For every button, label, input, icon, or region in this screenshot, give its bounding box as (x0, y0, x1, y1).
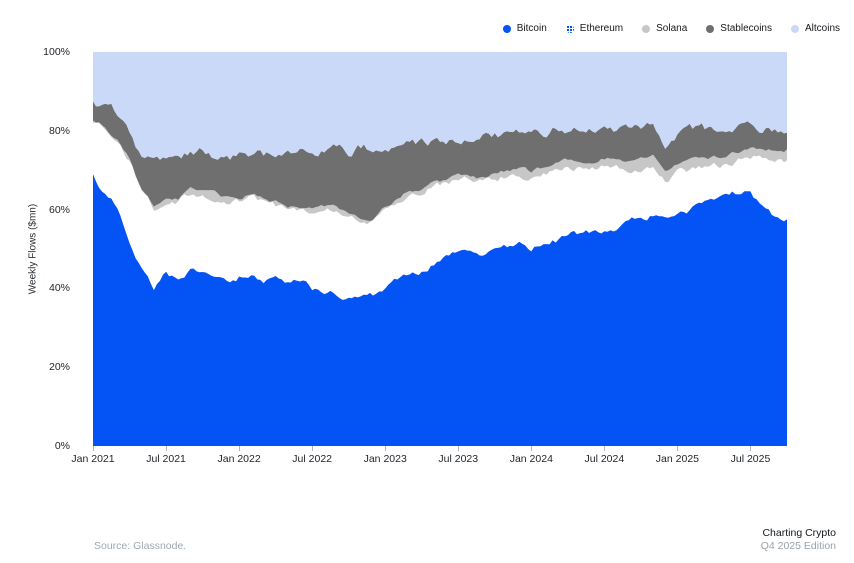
x-tick-label-jan-2025: Jan 2025 (655, 453, 700, 465)
altcoins-swatch-icon (790, 24, 799, 33)
ethereum-swatch-icon (565, 24, 574, 33)
y-tick-label-60: 60% (48, 203, 70, 216)
x-tick-label-jul-2025: Jul 2025 (730, 453, 771, 465)
x-tick-mark (677, 446, 679, 451)
legend-item-ethereum[interactable]: Ethereum (565, 23, 624, 34)
legend-label-ethereum: Ethereum (579, 23, 624, 34)
area-stablecoins (93, 101, 787, 222)
y-tick-label-20: 20% (48, 361, 70, 374)
area-altcoins (93, 52, 787, 160)
brand-edition: Q4 2025 Edition (760, 540, 836, 552)
legend: Bitcoin Ethereum Solana Stablecoins Altcoins (502, 23, 840, 34)
y-tick-label-0: 0% (54, 440, 70, 452)
x-tick-label-jan-2023: Jan 2023 (363, 453, 407, 465)
area-bitcoin (93, 174, 787, 446)
x-tick-label-jul-2023: Jul 2023 (438, 453, 479, 465)
x-tick-mark (312, 446, 314, 451)
x-tick-mark (458, 446, 460, 451)
y-tick-label-100: 100% (43, 46, 70, 58)
y-tick-label-40: 40% (48, 282, 70, 295)
x-tick-label-jan-2021: Jan 2021 (71, 453, 115, 465)
legend-label-bitcoin: Bitcoin (516, 23, 547, 34)
source-note: Source: Glassnode. (94, 540, 187, 552)
x-tick-mark (166, 446, 168, 451)
stablecoins-swatch-icon (706, 24, 715, 33)
legend-label-altcoins: Altcoins (804, 23, 840, 34)
legend-item-solana[interactable]: Solana (642, 23, 687, 34)
brand-title: Charting Crypto (762, 527, 836, 539)
x-tick-mark (604, 446, 606, 451)
bitcoin-swatch-icon (502, 24, 511, 33)
stacked-area-chart: #ffffff (93, 52, 787, 446)
y-tick-label-80: 80% (48, 124, 70, 137)
x-tick-label-jul-2022: Jul 2022 (292, 453, 333, 465)
legend-label-stablecoins: Stablecoins (720, 23, 772, 34)
x-tick-mark (239, 446, 241, 451)
x-tick-mark (385, 446, 387, 451)
legend-label-solana: Solana (656, 23, 688, 34)
solana-swatch-icon (642, 24, 651, 33)
legend-item-stablecoins[interactable]: Stablecoins (706, 23, 772, 34)
x-tick-mark (750, 446, 752, 451)
x-tick-label-jul-2024: Jul 2024 (584, 453, 625, 465)
brand-block: Charting Crypto Q4 2025 Edition (761, 527, 836, 553)
y-axis-title: Weekly Flows ($mn) (27, 203, 39, 295)
x-tick-label-jan-2024: Jan 2024 (509, 453, 553, 465)
x-tick-label-jan-2022: Jan 2022 (217, 453, 261, 465)
x-tick-mark (531, 446, 533, 451)
x-tick-label-jul-2021: Jul 2021 (146, 453, 186, 465)
legend-item-altcoins[interactable]: Altcoins (790, 23, 840, 34)
x-tick-mark (93, 446, 94, 451)
legend-item-bitcoin[interactable]: Bitcoin (502, 23, 547, 34)
